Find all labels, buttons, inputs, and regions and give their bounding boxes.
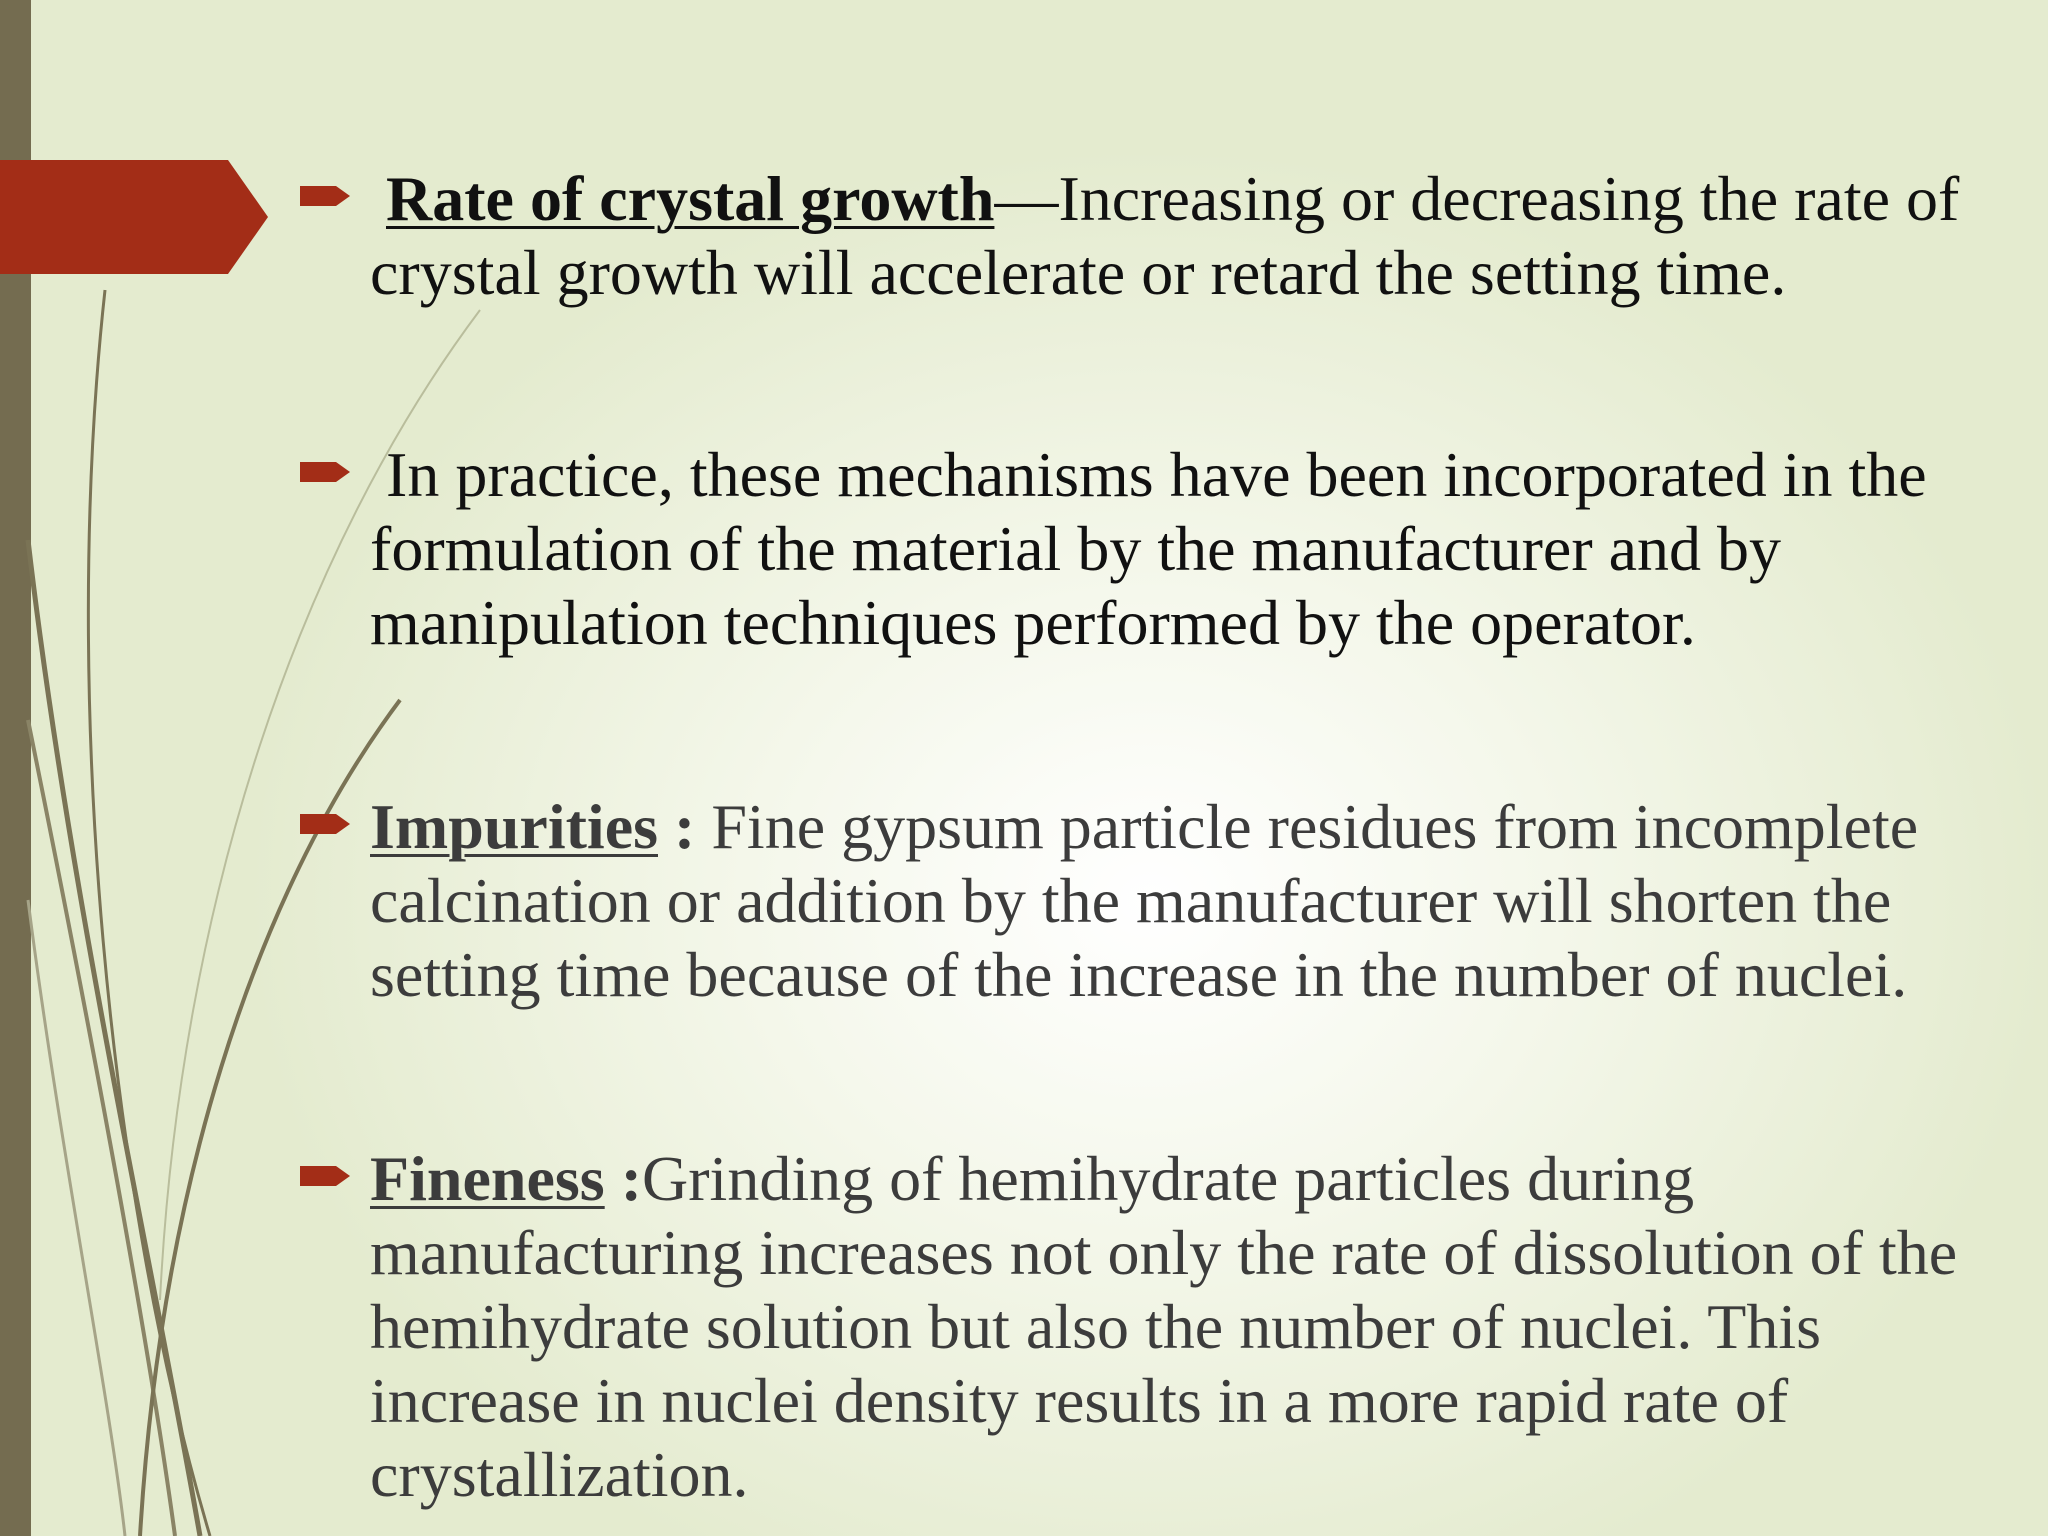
bullet-text: Fine gypsum particle residues from incom…	[370, 791, 1919, 1010]
bullet-impurities: Impurities : Fine gypsum particle residu…	[370, 790, 2030, 1012]
bullet-in-practice: In practice, these mechanisms have been …	[370, 438, 2030, 660]
bullet-arrow-icon	[300, 1166, 350, 1186]
bullet-rate-of-crystal-growth: Rate of crystal growth—Increasing or dec…	[370, 162, 2030, 310]
term-rate-of-crystal-growth: Rate of crystal growth	[386, 163, 995, 234]
bullet-arrow-icon	[300, 462, 350, 482]
bullet-text: In practice, these mechanisms have been …	[370, 439, 1927, 658]
bullet-arrow-icon	[300, 186, 350, 206]
bullet-arrow-icon	[300, 814, 350, 834]
term-impurities: Impurities	[370, 791, 658, 862]
term-separator: :	[658, 791, 696, 862]
bullet-text: Grinding of hemihydrate particles during…	[370, 1143, 1958, 1510]
bullet-fineness: Fineness :Grinding of hemihydrate partic…	[370, 1142, 2030, 1512]
term-fineness: Fineness	[370, 1143, 605, 1214]
term-separator: :	[604, 1143, 642, 1214]
red-arrow-banner	[0, 160, 268, 274]
bullet-text: —Increasing or decreasing the rate of cr…	[370, 163, 1960, 308]
